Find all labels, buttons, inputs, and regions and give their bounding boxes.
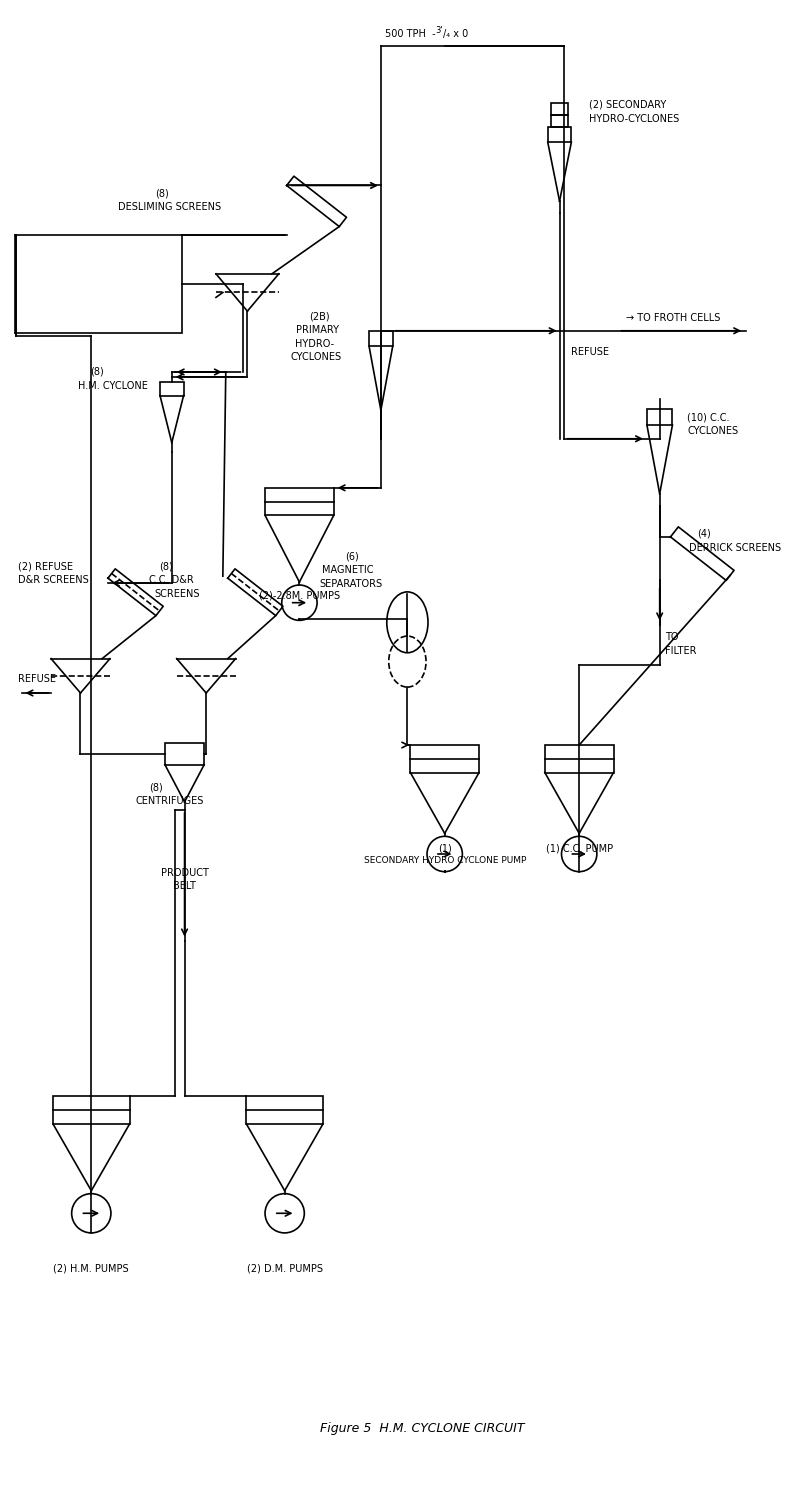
Text: PRIMARY: PRIMARY — [297, 325, 339, 334]
Text: (2B): (2B) — [310, 311, 330, 321]
Bar — [369, 331, 393, 346]
Text: /₄ x 0: /₄ x 0 — [442, 30, 468, 39]
Text: → TO FROTH CELLS: → TO FROTH CELLS — [626, 314, 721, 322]
Text: SECONDARY HYDRO CYCLONE PUMP: SECONDARY HYDRO CYCLONE PUMP — [363, 857, 526, 866]
Text: TO: TO — [665, 632, 678, 642]
Text: DERRICK SCREENS: DERRICK SCREENS — [689, 543, 782, 552]
Text: REFUSE: REFUSE — [18, 675, 56, 684]
Text: FILTER: FILTER — [665, 646, 696, 655]
Bar — [53, 1096, 130, 1124]
Text: HYDRO-CYCLONES: HYDRO-CYCLONES — [589, 113, 679, 124]
Text: (10) C.C.: (10) C.C. — [687, 412, 730, 423]
Bar — [410, 745, 479, 772]
Text: (2) SECONDARY: (2) SECONDARY — [589, 100, 666, 110]
Bar — [165, 744, 204, 764]
Text: DESLIMING SCREENS: DESLIMING SCREENS — [118, 202, 221, 212]
Text: SCREENS: SCREENS — [154, 588, 200, 599]
Text: SEPARATORS: SEPARATORS — [319, 579, 382, 590]
Text: CYCLONES: CYCLONES — [687, 426, 738, 436]
Text: (8): (8) — [150, 782, 163, 793]
Bar — [647, 409, 673, 426]
Text: (8): (8) — [159, 561, 173, 572]
Text: (4): (4) — [697, 529, 710, 539]
Bar — [14, 234, 182, 333]
Text: 3': 3' — [435, 25, 442, 34]
Text: BELT: BELT — [173, 881, 196, 891]
Text: (2) H.M. PUMPS: (2) H.M. PUMPS — [54, 1263, 129, 1274]
Text: (1) C.C. PUMP: (1) C.C. PUMP — [546, 844, 613, 853]
Text: REFUSE: REFUSE — [571, 348, 610, 357]
Text: MAGNETIC: MAGNETIC — [322, 566, 374, 575]
Text: Figure 5  H.M. CYCLONE CIRCUIT: Figure 5 H.M. CYCLONE CIRCUIT — [320, 1421, 524, 1435]
Text: (2)-2.8M. PUMPS: (2)-2.8M. PUMPS — [259, 591, 340, 600]
Text: (2) REFUSE: (2) REFUSE — [18, 561, 73, 572]
Bar — [160, 382, 183, 396]
Text: 500 TPH  -: 500 TPH - — [385, 30, 435, 39]
Text: (8): (8) — [155, 188, 169, 199]
Text: (2) D.M. PUMPS: (2) D.M. PUMPS — [246, 1263, 322, 1274]
Bar — [246, 1096, 323, 1124]
Bar — [550, 115, 568, 127]
Text: (6): (6) — [346, 551, 359, 561]
Text: (1): (1) — [438, 844, 451, 853]
Text: (8): (8) — [90, 367, 104, 378]
Text: HYDRO-: HYDRO- — [294, 339, 334, 348]
Bar — [550, 103, 568, 115]
Bar — [545, 745, 614, 772]
Text: PRODUCT: PRODUCT — [161, 867, 209, 878]
Bar — [548, 127, 571, 142]
Text: CENTRIFUGES: CENTRIFUGES — [135, 796, 204, 806]
Bar — [265, 488, 334, 515]
Text: H.M. CYCLONE: H.M. CYCLONE — [78, 381, 147, 391]
Text: C.C. D&R: C.C. D&R — [150, 575, 194, 585]
Text: D&R SCREENS: D&R SCREENS — [18, 575, 89, 585]
Text: CYCLONES: CYCLONES — [290, 352, 342, 363]
